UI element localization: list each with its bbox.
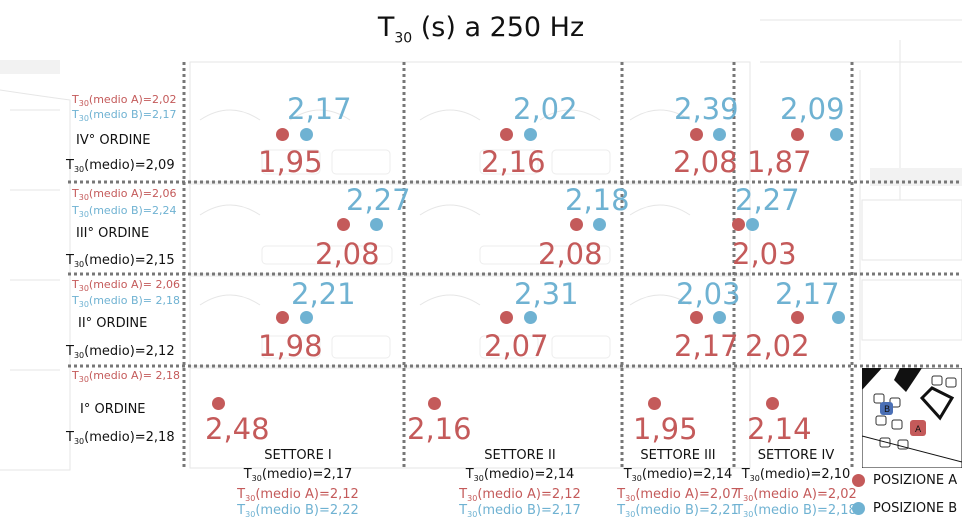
position-a-marker — [570, 218, 583, 231]
value-a: 2,14 — [747, 412, 812, 446]
order-i-medio-a: T30(medio A)= 2,18 — [72, 369, 180, 385]
order-iv-medio-b: T30(medio B)=2,17 — [72, 108, 177, 124]
sector-iii-name: SETTORE III — [640, 448, 716, 463]
position-a-marker — [337, 218, 350, 231]
position-a-marker — [690, 311, 703, 324]
position-b-marker — [713, 128, 726, 141]
position-b-marker — [524, 311, 537, 324]
order-iii-medio-b: T30(medio B)=2,24 — [72, 204, 177, 220]
position-a-marker — [500, 128, 513, 141]
position-b-marker — [746, 218, 759, 231]
position-a-marker — [648, 397, 661, 410]
sector-ii-medio-b: T30(medio B)=2,17 — [459, 503, 581, 520]
sector-iii-medio-b: T30(medio B)=2,21 — [617, 503, 739, 520]
order-i-medio: T30(medio)=2,18 — [66, 430, 175, 447]
order-i-name: I° ORDINE — [80, 402, 146, 417]
value-b: 2,17 — [287, 92, 352, 126]
value-a: 2,02 — [745, 329, 810, 363]
value-b: 2,27 — [346, 183, 411, 217]
legend-a-marker — [852, 474, 865, 487]
position-a-marker — [690, 128, 703, 141]
value-b: 2,27 — [735, 183, 800, 217]
value-a: 1,98 — [258, 329, 323, 363]
sector-ii-name: SETTORE II — [484, 448, 556, 463]
value-a: 2,08 — [673, 145, 738, 179]
value-a: 2,48 — [205, 412, 270, 446]
inset-a-label: A — [915, 425, 922, 435]
value-a: 2,07 — [484, 329, 549, 363]
position-b-marker — [300, 128, 313, 141]
sector-i-medio: T30(medio)=2,17 — [243, 467, 353, 484]
order-ii-medio-b: T30(medio B)= 2,18 — [72, 294, 181, 310]
value-b: 2,21 — [291, 277, 356, 311]
position-a-marker — [276, 311, 289, 324]
sector-i-name: SETTORE I — [264, 448, 332, 463]
order-iii-medio: T30(medio)=2,15 — [66, 253, 175, 270]
legend-b-marker — [852, 502, 865, 515]
position-a-marker — [276, 128, 289, 141]
position-a-marker — [766, 397, 779, 410]
value-b: 2,17 — [775, 277, 840, 311]
value-a: 1,95 — [633, 412, 698, 446]
position-b-marker — [713, 311, 726, 324]
chart-title: T30 (s) a 250 Hz — [377, 12, 585, 47]
value-b: 2,02 — [513, 92, 578, 126]
value-b: 2,39 — [674, 92, 739, 126]
sector-i-medio-b: T30(medio B)=2,22 — [237, 503, 359, 520]
value-a: 2,17 — [674, 329, 739, 363]
order-iv-medio: T30(medio)=2,09 — [66, 158, 175, 175]
order-iii-medio-a: T30(medio A)=2,06 — [72, 187, 177, 203]
value-b: 2,03 — [676, 277, 741, 311]
order-ii-medio-a: T30(medio A)= 2,06 — [72, 278, 180, 294]
value-a: 2,08 — [315, 237, 380, 271]
order-ii-name: II° ORDINE — [78, 316, 148, 331]
sector-iv-name: SETTORE IV — [757, 448, 835, 463]
order-ii-medio: T30(medio)=2,12 — [66, 344, 175, 361]
value-b: 2,18 — [565, 183, 630, 217]
sector-ii-medio-a: T30(medio A)=2,12 — [459, 487, 581, 504]
sector-iv-medio-b: T30(medio B)=2,18 — [735, 503, 857, 520]
legend-a-label: POSIZIONE A — [873, 473, 958, 488]
sector-iv-medio-a: T30(medio A)=2,02 — [735, 487, 857, 504]
value-a: 2,16 — [481, 145, 546, 179]
order-iii-name: III° ORDINE — [76, 226, 150, 241]
position-a-marker — [732, 218, 745, 231]
legend-b-label: POSIZIONE B — [873, 501, 958, 516]
position-a-marker — [500, 311, 513, 324]
value-a: 1,95 — [258, 145, 323, 179]
value-a: 2,16 — [407, 412, 472, 446]
value-b: 2,31 — [514, 277, 579, 311]
value-b: 2,09 — [780, 92, 845, 126]
sector-ii-medio: T30(medio)=2,14 — [465, 467, 575, 484]
position-a-marker — [791, 311, 804, 324]
position-b-marker — [524, 128, 537, 141]
value-a: 1,87 — [747, 145, 812, 179]
sector-iii-medio: T30(medio)=2,14 — [623, 467, 733, 484]
inset-b-label: B — [884, 405, 890, 415]
order-iv-name: IV° ORDINE — [76, 133, 151, 148]
position-a-marker — [428, 397, 441, 410]
position-b-marker — [830, 128, 843, 141]
sector-iii-medio-a: T30(medio A)=2,07 — [617, 487, 739, 504]
position-b-marker — [832, 311, 845, 324]
position-b-marker — [300, 311, 313, 324]
order-iv-medio-a: T30(medio A)=2,02 — [72, 93, 177, 109]
sector-i-medio-a: T30(medio A)=2,12 — [237, 487, 359, 504]
sector-iv-medio: T30(medio)=2,10 — [741, 467, 851, 484]
position-b-marker — [593, 218, 606, 231]
position-a-marker — [212, 397, 225, 410]
value-a: 2,08 — [538, 237, 603, 271]
position-b-marker — [370, 218, 383, 231]
value-a: 2,03 — [732, 237, 797, 271]
position-a-marker — [791, 128, 804, 141]
box-seating-inset: A B — [862, 368, 962, 468]
